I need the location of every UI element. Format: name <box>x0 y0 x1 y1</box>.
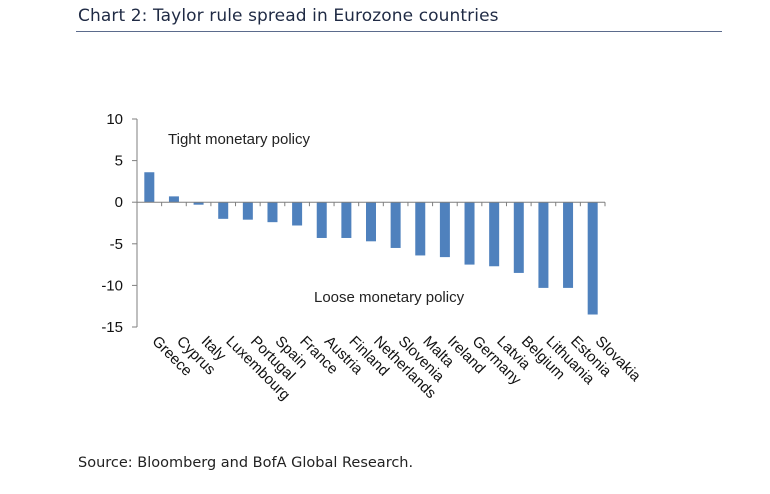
bar-austria <box>316 202 327 238</box>
bar-belgium <box>513 202 524 273</box>
annotation-tight: Tight monetary policy <box>168 131 311 148</box>
bar-malta <box>415 202 426 256</box>
bar-portugal <box>242 202 253 220</box>
bar-slovenia <box>390 202 401 248</box>
x-tick-labels: GreeceCyprusItalyLuxembourgPortugalSpain… <box>148 333 644 404</box>
y-tick-label: -15 <box>101 319 123 336</box>
x-axis <box>136 201 606 207</box>
source-note: Source: Bloomberg and BofA Global Resear… <box>78 455 414 471</box>
bar-germany <box>464 202 475 265</box>
bar-ireland <box>439 202 450 258</box>
bar-finland <box>341 202 352 238</box>
y-tick-label: 10 <box>106 111 123 128</box>
bar-netherlands <box>366 202 376 242</box>
bar-italy <box>193 202 204 205</box>
bars <box>144 172 598 315</box>
annotation-loose: Loose monetary policy <box>314 289 465 306</box>
bar-spain <box>267 202 278 223</box>
y-tick-label: 0 <box>115 194 123 211</box>
chart-title: Chart 2: Taylor rule spread in Eurozone … <box>78 6 499 26</box>
title-divider <box>76 31 722 32</box>
bar-cyprus <box>168 196 179 203</box>
y-axis: 10 5 0 -5 -10 -15 <box>101 111 138 336</box>
bar-latvia <box>489 202 500 267</box>
y-tick-label: 5 <box>115 153 123 170</box>
bar-lithuania <box>538 202 549 288</box>
bar-greece <box>144 172 155 203</box>
bar-estonia <box>563 202 574 288</box>
y-tick-label: -10 <box>101 277 123 294</box>
bar-slovakia <box>587 202 598 315</box>
y-tick-label: -5 <box>110 236 123 253</box>
bar-luxembourg <box>218 202 229 219</box>
bar-france <box>292 202 303 226</box>
